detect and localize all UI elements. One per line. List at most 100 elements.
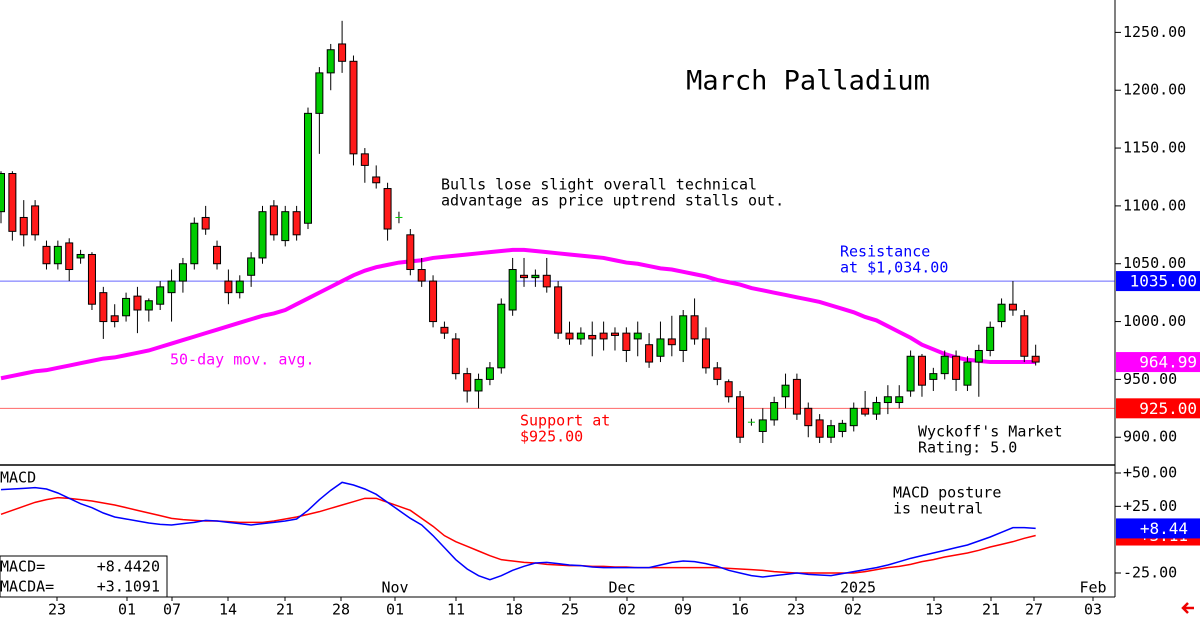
candle-body — [303, 112, 312, 224]
candle-body — [724, 381, 733, 398]
x-tick-label: 14 — [219, 601, 237, 619]
panel-title: MACD — [0, 469, 36, 487]
candle-body — [758, 419, 767, 432]
x-tick-label: 16 — [731, 601, 749, 619]
x-tick-label: 11 — [447, 601, 465, 619]
annotation: Support at — [520, 412, 610, 430]
y-tick-label: -25.00 — [1123, 564, 1177, 582]
candle-body — [656, 338, 665, 357]
candle-body — [690, 315, 699, 340]
readout-box — [0, 555, 168, 598]
annotation: is neutral — [893, 500, 983, 518]
scroll-arrow[interactable] — [1181, 602, 1194, 614]
x-tick-label: 03 — [1084, 601, 1102, 619]
y-tick-label: 1250.00 — [1123, 23, 1186, 41]
annotation: Wyckoff's Market — [918, 423, 1063, 441]
candle-body — [883, 396, 892, 404]
y-tick-label: 900.00 — [1123, 428, 1177, 446]
candle-body — [679, 315, 688, 351]
annotation: 50-day mov. avg. — [170, 351, 315, 369]
candle-body — [963, 361, 972, 386]
candle-body — [360, 153, 369, 166]
candle-body — [99, 292, 108, 323]
month-label: Nov — [381, 579, 408, 597]
candle-body — [497, 303, 506, 369]
candle-body — [269, 205, 278, 236]
candle-body — [917, 355, 926, 386]
macd-line — [0, 481, 1036, 581]
candle-body — [610, 332, 619, 336]
macd-box-label: +8.44 — [1140, 519, 1188, 538]
annotation: Bulls lose slight overall technical — [441, 176, 757, 194]
candle-body — [429, 280, 438, 323]
x-tick-label: 23 — [787, 601, 805, 619]
x-tick-label: 18 — [505, 601, 523, 619]
candle-body — [827, 425, 836, 438]
candle-body — [315, 72, 324, 114]
candle-body — [713, 367, 722, 380]
candle-body — [76, 253, 85, 259]
candle-body — [0, 173, 5, 213]
x-tick-label: 25 — [561, 601, 579, 619]
y-tick-label: 1050.00 — [1123, 254, 1186, 272]
macd-line — [0, 496, 1036, 574]
candle-body — [281, 211, 290, 242]
y-tick-label: 1100.00 — [1123, 196, 1186, 214]
price-box — [1116, 398, 1200, 419]
candle-body — [178, 263, 187, 282]
candle-body — [1020, 315, 1029, 357]
candle-body — [19, 216, 28, 236]
x-tick-label: 21 — [276, 601, 294, 619]
y-tick-label: 1150.00 — [1123, 139, 1186, 157]
candle-body — [667, 338, 676, 346]
candle-body — [588, 334, 597, 340]
candle-body — [258, 211, 267, 259]
y-tick-label: 1200.00 — [1123, 81, 1186, 99]
candle-body — [349, 60, 358, 155]
candle-body — [156, 286, 165, 305]
candle-body — [338, 43, 347, 62]
candle-body — [701, 338, 710, 369]
candle-body — [736, 396, 745, 438]
month-label: Feb — [1079, 579, 1106, 597]
candle-body — [974, 349, 983, 363]
x-tick-label: 02 — [618, 601, 636, 619]
candle-body — [531, 274, 540, 279]
candle-body — [849, 407, 858, 427]
candle-body — [1031, 355, 1040, 363]
candle-body — [952, 355, 961, 380]
candle-body — [201, 216, 210, 230]
candle-body — [645, 344, 654, 363]
chart-title: March Palladium — [686, 66, 930, 97]
annotation: advantage as price uptrend stalls out. — [441, 192, 784, 210]
candle-body — [906, 355, 915, 392]
candle-body — [292, 211, 301, 236]
x-tick-label: 13 — [925, 601, 943, 619]
candle-body — [781, 384, 790, 398]
candle-body — [485, 367, 494, 380]
candle-body — [383, 188, 392, 230]
candle-body — [167, 280, 176, 294]
candle-body — [417, 269, 426, 282]
annotation: at $1,034.00 — [840, 259, 948, 277]
annotation: $925.00 — [520, 428, 583, 446]
candle-body — [87, 253, 96, 305]
candle-body — [940, 355, 949, 375]
candle-body — [110, 315, 119, 323]
candle-body — [65, 242, 74, 271]
price-box — [1116, 352, 1200, 373]
price-box — [1116, 271, 1200, 292]
candle-body — [406, 234, 415, 271]
price-box-label: 1035.00 — [1130, 272, 1197, 291]
candle-body — [247, 257, 256, 276]
y-tick-label: +50.00 — [1123, 464, 1177, 482]
readout-name: MACDA= — [0, 578, 54, 596]
candle-body — [542, 274, 551, 288]
candle-body — [474, 378, 483, 392]
candle-body — [235, 280, 244, 294]
candle-body — [838, 422, 847, 432]
macd-box — [1116, 518, 1200, 539]
x-tick-label: 02 — [844, 601, 862, 619]
y-tick-label: 1000.00 — [1123, 312, 1186, 330]
